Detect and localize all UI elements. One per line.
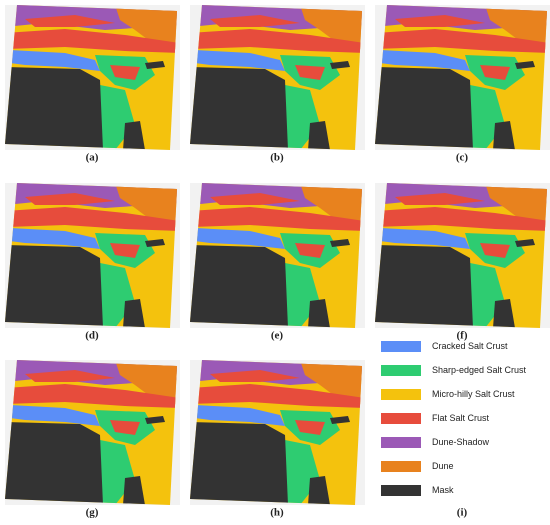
classification-map <box>5 5 180 150</box>
classification-map <box>190 5 365 150</box>
legend-label: Flat Salt Crust <box>432 413 490 423</box>
panel-label: (i) <box>457 507 468 519</box>
legend-swatch <box>381 341 421 352</box>
panel-label: (f) <box>457 330 468 342</box>
legend-label: Sharp-edged Salt Crust <box>432 365 527 375</box>
panel-label: (a) <box>86 152 99 164</box>
classification-map <box>375 5 550 150</box>
panel-label: (e) <box>271 330 284 342</box>
classification-map <box>5 183 180 328</box>
legend-label: Micro-hilly Salt Crust <box>432 389 515 399</box>
legend-label: Cracked Salt Crust <box>432 341 508 351</box>
panel-label: (d) <box>85 330 99 342</box>
legend-swatch <box>381 461 421 472</box>
legend-swatch <box>381 437 421 448</box>
panel-label: (g) <box>86 507 99 519</box>
classification-map <box>190 183 365 328</box>
legend-label: Dune <box>432 461 454 471</box>
legend-swatch <box>381 413 421 424</box>
legend-label: Mask <box>432 485 454 495</box>
legend-swatch <box>381 365 421 376</box>
classification-map <box>375 183 550 328</box>
panel-label: (b) <box>270 152 284 164</box>
legend-label: Dune-Shadow <box>432 437 490 447</box>
panel-label: (c) <box>456 152 469 164</box>
panel-label: (h) <box>270 507 284 519</box>
legend-swatch <box>381 389 421 400</box>
classification-map <box>5 360 180 505</box>
legend-swatch <box>381 485 421 496</box>
classification-map <box>190 360 365 505</box>
